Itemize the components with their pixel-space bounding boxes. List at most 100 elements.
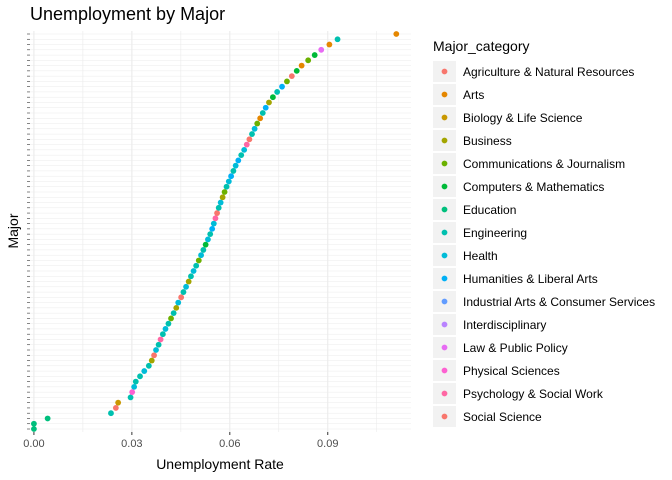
data-point bbox=[137, 373, 143, 380]
legend-label: Social Science bbox=[463, 410, 542, 424]
data-point bbox=[284, 78, 290, 85]
data-point bbox=[225, 178, 232, 185]
data-point bbox=[165, 320, 172, 327]
data-point bbox=[112, 405, 119, 411]
data-point bbox=[31, 426, 37, 432]
legend-label: Arts bbox=[463, 88, 484, 102]
data-point bbox=[168, 315, 174, 322]
plot-background bbox=[30, 31, 411, 432]
data-point bbox=[183, 283, 189, 290]
legend-swatch bbox=[441, 298, 448, 305]
data-point bbox=[145, 362, 152, 369]
data-point bbox=[205, 236, 211, 243]
data-point bbox=[44, 415, 51, 422]
data-point bbox=[238, 152, 245, 159]
legend-item: Law & Public Policy bbox=[433, 337, 568, 358]
data-point bbox=[200, 247, 207, 253]
data-point bbox=[190, 268, 197, 274]
legend-label: Engineering bbox=[463, 226, 527, 240]
data-point bbox=[178, 294, 185, 301]
legend-swatch bbox=[441, 229, 448, 236]
data-point bbox=[230, 168, 237, 174]
data-point bbox=[188, 273, 194, 280]
legend-label: Business bbox=[463, 134, 512, 148]
legend-item: Biology & Life Science bbox=[433, 107, 583, 128]
data-point bbox=[219, 194, 226, 201]
legend-item: Education bbox=[433, 199, 516, 220]
legend-swatch bbox=[441, 344, 448, 351]
legend-item: Humanities & Liberal Arts bbox=[433, 268, 598, 289]
grid bbox=[30, 31, 411, 432]
data-point bbox=[180, 289, 187, 295]
data-point bbox=[151, 352, 157, 359]
data-point bbox=[269, 94, 276, 101]
data-point bbox=[175, 299, 182, 306]
legend-label: Computers & Mathematics bbox=[463, 180, 604, 194]
data-point bbox=[288, 73, 295, 80]
data-point bbox=[232, 162, 239, 169]
data-point bbox=[193, 262, 200, 269]
data-point bbox=[131, 383, 138, 390]
legend-swatch bbox=[441, 68, 448, 75]
x-axis: 0.00 0.03 0.06 0.09 bbox=[23, 432, 338, 450]
legend-item: Social Science bbox=[433, 406, 542, 427]
data-point bbox=[108, 410, 114, 417]
data-point bbox=[207, 231, 214, 238]
x-tick-label: 0.09 bbox=[317, 438, 338, 450]
data-point bbox=[259, 110, 266, 116]
x-axis-title: Unemployment Rate bbox=[156, 456, 284, 472]
data-point bbox=[257, 115, 264, 122]
legend-item: Interdisciplinary bbox=[433, 314, 546, 335]
data-point bbox=[298, 62, 305, 69]
data-point bbox=[198, 252, 204, 259]
data-point bbox=[334, 36, 341, 43]
data-point bbox=[266, 99, 272, 106]
data-point bbox=[155, 341, 162, 348]
legend-swatch bbox=[441, 183, 448, 190]
legend-swatch bbox=[441, 206, 448, 213]
data-point bbox=[148, 357, 155, 364]
legend-label: Physical Sciences bbox=[463, 364, 560, 378]
legend-label: Humanities & Liberal Arts bbox=[463, 272, 598, 286]
data-point bbox=[279, 83, 285, 90]
data-point bbox=[241, 146, 248, 153]
legend-label: Health bbox=[463, 249, 498, 263]
data-point bbox=[129, 389, 136, 396]
data-point bbox=[249, 131, 255, 137]
legend-item: Agriculture & Natural Resources bbox=[433, 61, 634, 82]
data-point bbox=[305, 57, 312, 64]
data-point bbox=[223, 183, 230, 190]
data-point bbox=[173, 304, 180, 311]
legend-title: Major_category bbox=[433, 38, 530, 54]
data-point bbox=[127, 394, 134, 401]
legend-swatch bbox=[441, 390, 448, 397]
data-point bbox=[318, 46, 325, 53]
legend-swatch bbox=[441, 137, 448, 144]
plot-panel bbox=[30, 31, 411, 432]
data-point bbox=[209, 225, 216, 232]
legend-item: Engineering bbox=[433, 222, 527, 243]
data-point bbox=[215, 204, 222, 211]
data-point bbox=[235, 157, 242, 164]
legend-swatch bbox=[441, 321, 448, 328]
legend-swatch bbox=[441, 160, 448, 167]
data-point bbox=[243, 141, 250, 148]
data-point bbox=[251, 125, 258, 132]
data-point bbox=[212, 215, 219, 222]
data-point bbox=[170, 310, 177, 317]
data-point bbox=[185, 278, 192, 285]
legend-swatch bbox=[441, 275, 448, 282]
data-point bbox=[195, 257, 202, 264]
data-point bbox=[217, 199, 224, 206]
data-point bbox=[210, 220, 217, 227]
legend-label: Interdisciplinary bbox=[463, 318, 546, 332]
legend-label: Industrial Arts & Consumer Services bbox=[463, 295, 655, 309]
data-point bbox=[141, 368, 148, 374]
data-point bbox=[254, 120, 261, 127]
legend-item: Business bbox=[433, 130, 512, 151]
legend-item: Arts bbox=[433, 84, 484, 105]
legend-item: Communications & Journalism bbox=[433, 153, 625, 174]
data-point bbox=[115, 399, 122, 406]
data-point bbox=[214, 210, 220, 216]
